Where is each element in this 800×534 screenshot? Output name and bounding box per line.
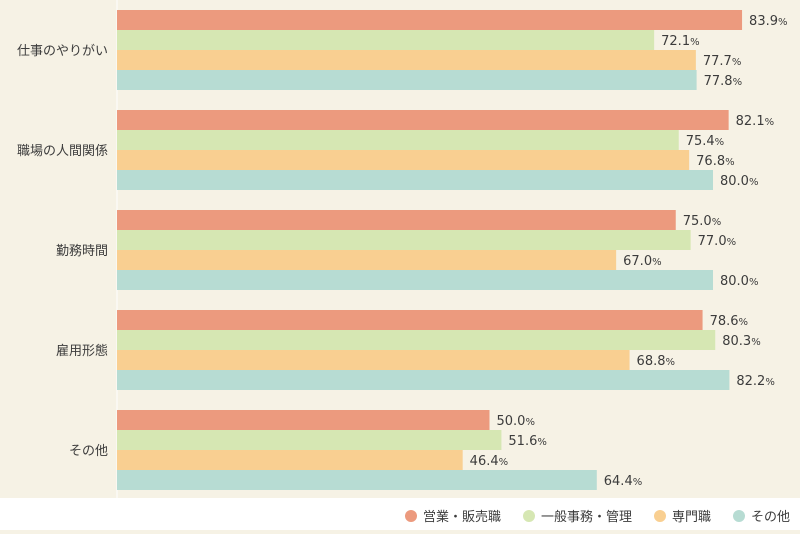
bar-value-label: 82.2%	[736, 374, 774, 389]
footer-background	[0, 498, 800, 530]
bar	[117, 270, 713, 290]
bars-group: 83.9% 72.1% 77.7% 77.8% 82.1% 75.4% 76.8% 80.0%…	[117, 10, 788, 490]
bar-value-label: 75.0%	[683, 214, 721, 229]
bar-value-label: 83.9%	[749, 14, 787, 29]
bar	[117, 430, 502, 450]
legend: 営業・販売職 一般事務・管理 専門職 その他	[404, 506, 790, 525]
bar-value-label: 77.8%	[704, 74, 742, 89]
legend-item: 営業・販売職	[404, 506, 501, 525]
bar	[117, 330, 716, 350]
bar-value-label: 80.0%	[720, 274, 758, 289]
bar-value-label: 78.6%	[710, 314, 748, 329]
bar-value-label: 77.0%	[698, 234, 736, 249]
bar-value-label: 67.0%	[623, 254, 661, 269]
legend-swatch	[732, 509, 745, 522]
bar	[117, 150, 690, 170]
bar-value-label: 64.4%	[604, 474, 642, 489]
category-label: 職場の人間関係	[17, 144, 108, 159]
bar	[117, 10, 743, 30]
legend-swatch	[404, 509, 417, 522]
bar	[117, 70, 697, 90]
bar-value-label: 46.4%	[470, 454, 508, 469]
bar-value-label: 80.3%	[722, 334, 760, 349]
bar-value-label: 80.0%	[720, 174, 758, 189]
bar	[117, 350, 630, 370]
bar	[117, 130, 679, 150]
category-label: 雇用形態	[56, 343, 108, 359]
legend-label: その他	[750, 510, 790, 525]
bar-value-label: 50.0%	[497, 414, 535, 429]
legend-swatch	[653, 509, 666, 522]
bar	[117, 470, 597, 490]
legend-item: 専門職	[653, 506, 711, 525]
bar	[117, 370, 730, 390]
legend-label: 一般事務・管理	[540, 510, 632, 525]
bar-value-label: 75.4%	[686, 134, 724, 149]
category-label: その他	[69, 444, 108, 459]
bar	[117, 230, 691, 250]
label-column-background	[0, 0, 117, 498]
bar	[117, 210, 676, 230]
category-label: 仕事のやりがい	[17, 44, 108, 59]
bar	[117, 50, 696, 70]
bar-value-label: 51.6%	[508, 434, 546, 449]
bar-value-label: 82.1%	[736, 114, 774, 129]
bar-value-label: 76.8%	[696, 154, 734, 169]
legend-swatch	[522, 509, 535, 522]
bar-value-label: 68.8%	[637, 354, 675, 369]
bar	[117, 310, 703, 330]
bar-value-label: 77.7%	[703, 54, 741, 69]
legend-label: 専門職	[671, 510, 711, 525]
bar-value-label: 72.1%	[661, 34, 699, 49]
bar	[117, 30, 655, 50]
bar	[117, 250, 617, 270]
legend-label: 営業・販売職	[422, 510, 501, 525]
category-label: 勤務時間	[56, 244, 108, 259]
bar	[117, 410, 490, 430]
bar	[117, 450, 463, 470]
legend-item: その他	[732, 506, 790, 525]
bar	[117, 110, 729, 130]
legend-item: 一般事務・管理	[522, 506, 632, 525]
bar	[117, 170, 713, 190]
